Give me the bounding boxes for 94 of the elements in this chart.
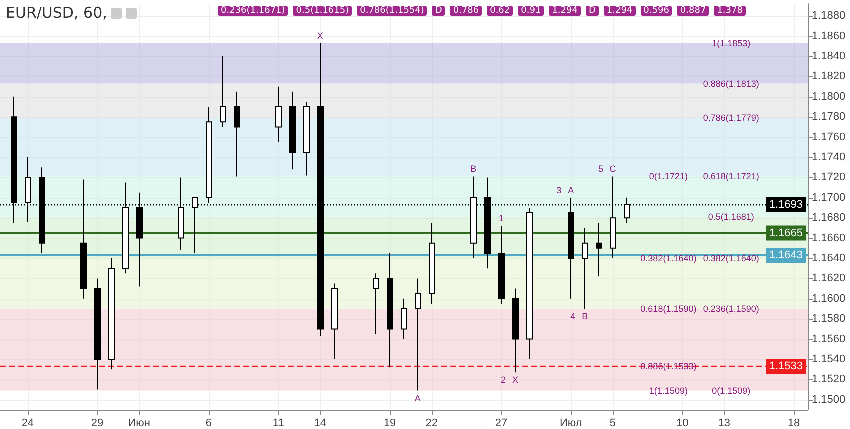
y-tick-label: 1.1620 — [812, 272, 846, 285]
ref-line-label: 1.1533 — [769, 360, 803, 373]
candlestick — [415, 278, 421, 392]
annotation: X — [512, 375, 518, 386]
annotation: 0.91 — [518, 6, 544, 16]
annotation: 3 — [556, 185, 562, 196]
x-tick-label: 11 — [272, 418, 284, 429]
candlestick — [220, 56, 226, 128]
candlestick — [275, 86, 282, 143]
x-tick-label: 24 — [22, 418, 34, 429]
annotation: 0(1.1721) — [649, 172, 688, 182]
candlestick — [526, 208, 533, 360]
annotation: 0.5(1.1615) — [293, 6, 352, 16]
annotation: D — [432, 6, 446, 16]
annotation: 1 — [499, 214, 504, 224]
chart-title: EUR/USD, 60, — [6, 4, 108, 22]
y-tick-label: 1.1760 — [812, 131, 846, 144]
annotation: D — [586, 6, 599, 16]
annotation: 0.786(1.1779) — [703, 113, 760, 124]
x-tick-label: 22 — [426, 418, 438, 429]
y-tick-label: 1.1840 — [812, 50, 846, 63]
candlestick — [512, 288, 519, 374]
y-tick-label: 1.1700 — [812, 192, 846, 204]
y-tick-label: 1.1680 — [812, 212, 846, 224]
candlestick — [596, 222, 602, 278]
annotation: B — [582, 312, 588, 322]
y-tick-label: 1.1720 — [812, 172, 846, 184]
candlestick — [373, 273, 379, 335]
y-tick-label: 1.1880 — [812, 10, 846, 22]
candlestick — [498, 226, 505, 304]
candlestick — [289, 91, 296, 170]
ref-line-label: 1.1693 — [769, 198, 803, 211]
annotation: 0.236(1.1590) — [703, 304, 760, 314]
y-tick-label: 1.1540 — [812, 354, 846, 366]
annotation: 0.786(1.1554) — [357, 6, 428, 16]
y-tick-label: 1.1600 — [812, 292, 846, 305]
annotation: 1.294 — [549, 6, 581, 16]
annotation: 1(1.1853) — [712, 38, 751, 48]
candlestick — [94, 278, 101, 390]
annotation: 1.294 — [604, 6, 636, 16]
annotation: 0.887 — [677, 6, 710, 16]
y-tick-label: 1.1780 — [812, 111, 846, 124]
annotation: B — [470, 164, 477, 174]
annotation: 0.886(1.1813) — [703, 78, 760, 89]
y-tick-label: 1.1560 — [812, 333, 846, 346]
candlestick — [331, 283, 338, 360]
candlestick — [387, 252, 393, 368]
candlestick — [582, 228, 588, 310]
y-tick-label: 1.1500 — [812, 394, 846, 406]
annotation: A — [414, 393, 421, 404]
annotation: 0.236(1.1671) — [218, 6, 288, 16]
x-tick-label: 14 — [314, 418, 327, 429]
candlestick — [401, 298, 407, 340]
annotation: 1.378 — [714, 6, 746, 16]
candlestick — [429, 222, 435, 304]
annotation: 0.62 — [487, 6, 514, 16]
candlestick — [234, 91, 240, 178]
annotation: 0.5(1.1681) — [708, 212, 754, 222]
annotation: 0.382(1.1640) — [640, 254, 697, 264]
y-tick-label: 1.1520 — [812, 374, 846, 386]
annotation: 0(1.1509) — [712, 386, 751, 396]
ref-line-label: 1.1643 — [769, 249, 803, 262]
y-tick-label: 1.1860 — [812, 30, 846, 42]
y-tick-label: 1.1660 — [812, 232, 846, 244]
y-tick-label: 1.1820 — [812, 70, 846, 83]
x-tick-label: Июл — [560, 418, 582, 429]
y-tick-label: 1.1800 — [812, 90, 846, 103]
annotation: 1(1.1509) — [649, 386, 688, 396]
x-tick-label: 29 — [91, 418, 104, 429]
annotation: 5 — [598, 164, 604, 174]
x-tick-label: Июн — [128, 418, 150, 429]
annotation: 4 — [570, 312, 576, 322]
x-tick-label: 10 — [676, 418, 689, 429]
annotation: X — [317, 30, 324, 41]
annotation: 0.786 — [450, 6, 482, 16]
annotation: C — [610, 164, 617, 174]
annotation: A — [568, 185, 574, 196]
annotation: 0.382(1.1640) — [703, 254, 760, 264]
y-tick-label: 1.1740 — [812, 152, 846, 164]
annotation: 0.618(1.1590) — [640, 304, 697, 314]
annotation: 0.618(1.1721) — [703, 172, 760, 182]
x-tick-label: 18 — [788, 418, 800, 429]
ref-line-label: 1.1665 — [769, 227, 803, 240]
y-tick-label: 1.1580 — [812, 313, 846, 326]
candlestick — [108, 258, 115, 370]
annotation: 2 — [500, 375, 506, 386]
x-tick-label: 19 — [384, 418, 396, 429]
candlestick — [303, 101, 310, 176]
annotation: 0.596 — [640, 6, 672, 16]
x-tick-label: 27 — [495, 418, 508, 429]
x-tick-label: 5 — [610, 418, 616, 429]
x-tick-label: 6 — [206, 418, 212, 429]
y-tick-label: 1.1640 — [812, 252, 846, 265]
x-tick-label: 13 — [718, 418, 731, 429]
